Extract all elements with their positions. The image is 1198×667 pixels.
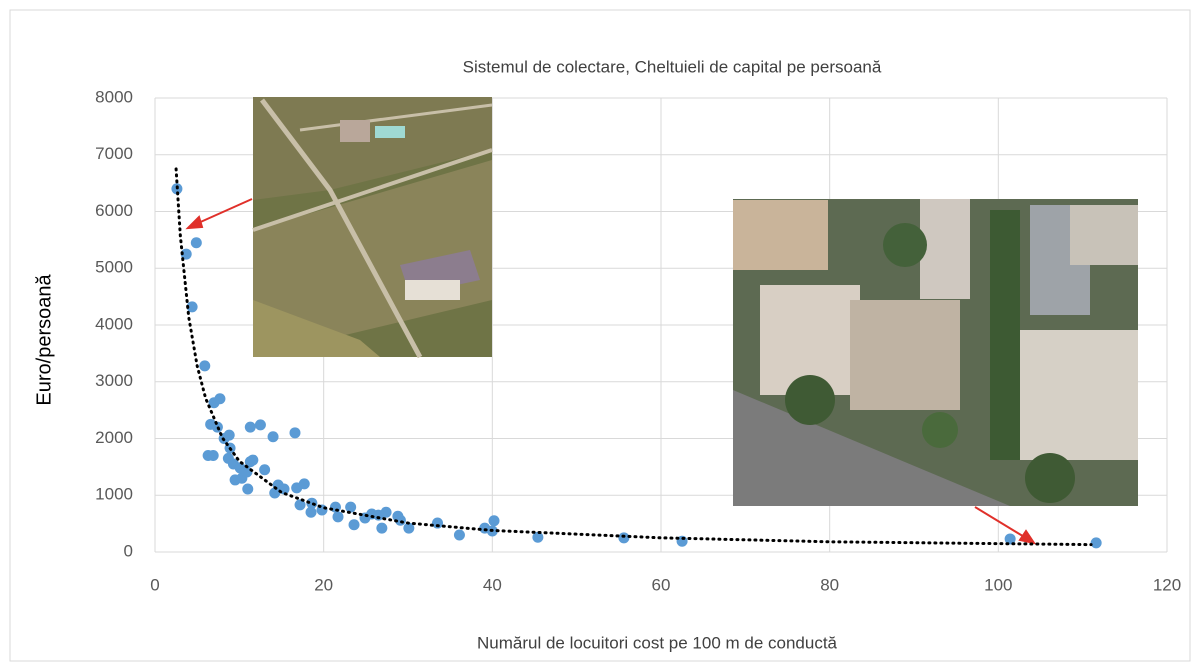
point [186,301,198,313]
trendline [174,167,1093,547]
y-tick-label: 1000 [95,485,133,504]
x-tick-label: 60 [652,575,671,594]
y-tick-label: 6000 [95,201,133,220]
point [223,429,235,441]
point [532,531,544,543]
point [618,532,630,544]
photo-rural [252,97,493,359]
point [306,497,318,509]
point [376,522,388,534]
x-tick-label: 120 [1153,575,1181,594]
point [294,499,306,511]
arrows [185,198,1037,545]
point [180,248,192,260]
point [190,237,202,249]
y-axis-title: Euro/persoană [33,274,55,406]
x-tick-label: 100 [984,575,1012,594]
x-tick-label: 20 [314,575,333,594]
point [1004,533,1016,545]
x-tick-label: 0 [150,575,159,594]
chart-title: Sistemul de colectare, Cheltuieli de cap… [463,57,882,76]
point [214,393,226,405]
point [289,427,301,439]
point [380,506,392,518]
point [1090,537,1102,549]
x-tick-label: 80 [820,575,839,594]
point [488,515,500,527]
point [247,454,259,466]
y-tick-label: 7000 [95,144,133,163]
point [259,464,271,476]
x-axis-title: Numărul de locuitori cost pe 100 m de co… [477,633,838,652]
point [332,511,344,523]
point [432,517,444,529]
point [207,450,219,462]
point [453,529,465,541]
y-tick-label: 0 [124,541,133,560]
point [348,519,360,531]
y-tick-label: 3000 [95,371,133,390]
y-tick-label: 5000 [95,258,133,277]
y-tick-label: 4000 [95,314,133,333]
point [242,483,254,495]
y-tick-label: 2000 [95,428,133,447]
x-tick-label: 40 [483,575,502,594]
point [254,419,266,431]
point [403,522,415,534]
y-tick-label: 8000 [95,87,133,106]
point [345,501,357,513]
photo-urban [733,199,1138,506]
point [298,478,310,490]
point [199,360,211,372]
point [305,506,317,518]
point [267,431,279,443]
point [244,421,256,433]
